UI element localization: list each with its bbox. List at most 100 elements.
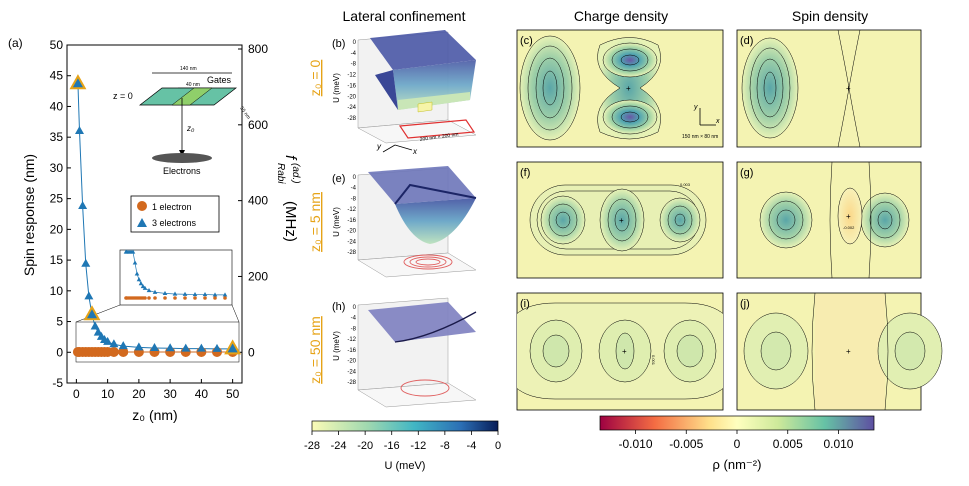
zoom-point-3-electrons (212, 292, 218, 297)
z-tick-label: -24 (347, 105, 356, 111)
left-tick-label: 30 (50, 161, 64, 175)
z-tick-label: -12 (347, 207, 356, 213)
electrons-disk (152, 153, 212, 163)
charge-axis-y: y (693, 104, 698, 111)
point-3-electrons (84, 291, 94, 300)
z-tick-label: -16 (347, 218, 356, 224)
z-tick-label: -20 (347, 359, 356, 365)
point-1-electron (118, 346, 129, 357)
panel-h-label: (h) (332, 301, 345, 313)
right-tick-label: 200 (248, 269, 268, 283)
panel-e: (e) 0 -4 -8 -12 -16 -20 -24 -28 U (meV) (332, 166, 477, 278)
point-3-electrons (150, 342, 159, 351)
z-tick-label: -28 (347, 250, 356, 256)
rho-colorbar-ticks: -0.010 -0.005 0 0.005 0.010 (619, 430, 854, 451)
row-label-z0-50nm: z₀ = 50 nm (307, 316, 323, 384)
z-tick-label: 0 (353, 40, 357, 46)
charge-density-title: Charge density (574, 8, 668, 24)
z-tick-label: -16 (347, 348, 356, 354)
panel-j-label: (j) (740, 298, 750, 310)
svg-text:+: + (619, 216, 624, 225)
x-axis-ticks: 0 10 20 30 40 50 (73, 379, 240, 401)
lateral-confinement-column: Lateral confinement z₀ = 0 z₀ = 5 nm z₀ … (304, 8, 501, 472)
z-tick-label: -20 (347, 94, 356, 100)
u-colorbar-tick-label: -28 (304, 440, 320, 452)
left-tick-label: 0 (56, 345, 63, 359)
x-tick-label: 0 (73, 387, 80, 401)
z-tick-label: -28 (347, 380, 356, 386)
panel-i-label: (i) (520, 298, 530, 310)
svg-text:+: + (622, 347, 627, 356)
point-3-electrons (103, 336, 113, 345)
electrons-label: Electrons (163, 166, 201, 176)
svg-text:+: + (846, 212, 851, 221)
z-tick-label: 0 (353, 175, 357, 181)
point-3-electrons (78, 201, 88, 210)
z-tick-label: -24 (347, 239, 356, 245)
point-3-electrons (118, 341, 128, 350)
rho-colorbar-tick-label: 0 (734, 437, 741, 451)
x-tick-label: 50 (226, 387, 240, 401)
rho-colorbar: -0.010 -0.005 0 0.005 0.010 ρ (nm⁻²) (599, 415, 875, 472)
point-3-electrons (109, 339, 119, 348)
left-tick-label: 10 (50, 284, 64, 298)
contour-label-i: 0.001 (651, 355, 656, 366)
panel-h: (h) 0 -4 -8 -12 -16 -20 -24 -28 U (meV) (332, 297, 477, 408)
left-tick-label: 50 (50, 38, 64, 52)
panel-g-label: (g) (740, 167, 753, 179)
panel-a-label: (a) (8, 36, 23, 50)
panel-i: + (i) 0.001 (516, 292, 724, 411)
legend-1-electron: 1 electron (152, 202, 192, 212)
zoom-point-3-electrons (202, 292, 208, 297)
y-axis-label: Spin response (nm) (21, 154, 37, 276)
contour-h (400, 379, 450, 397)
point-3-electrons (134, 342, 144, 351)
charge-axis-x: x (715, 118, 720, 125)
zoom-point-3-electrons (132, 260, 138, 265)
z-tick-label: -8 (351, 326, 357, 332)
left-tick-label: 45 (50, 69, 64, 83)
svg-text:+: + (846, 84, 851, 93)
lateral-confinement-title: Lateral confinement (343, 8, 466, 24)
rho-colorbar-tick-label: -0.005 (669, 437, 703, 451)
x-tick-label: 10 (101, 387, 115, 401)
panel-h-zlabel: U (meV) (332, 331, 341, 361)
zoom-point-1-electron (147, 296, 151, 300)
right-axis-ticks: 0 200 400 600 800 (238, 42, 268, 359)
zoom-point-3-electrons (152, 289, 158, 294)
contour-label-neg: -0.002 (843, 225, 855, 230)
left-tick-label: 40 (50, 99, 64, 113)
u-colorbar-ticks: -28 -24 -20 -16 -12 -8 -4 0 (304, 431, 501, 452)
x-tick-label: 40 (195, 387, 209, 401)
point-3-electrons (196, 343, 206, 352)
left-axis-ticks: -5 0 5 10 15 20 25 30 35 40 45 50 (50, 38, 71, 390)
right-tick-label: 0 (248, 345, 255, 359)
contour-e (403, 254, 453, 270)
row-label-z0-0: z₀ = 0 (307, 60, 323, 97)
panel-g: + -0.002 (g) (736, 161, 922, 279)
legend-3-electrons: 3 electrons (152, 218, 197, 228)
right-axis-sup: (ad.) (290, 163, 301, 184)
point-3-electrons (90, 321, 100, 330)
zoom-point-3-electrons (182, 291, 188, 296)
legend: 1 electron 3 electrons (130, 195, 220, 233)
rho-colorbar-tick-label: -0.010 (619, 437, 653, 451)
panel-f: + (f) 0.003 (516, 161, 724, 279)
zoom-point-1-electron (213, 296, 217, 300)
zoom-point-3-electrons (222, 292, 228, 297)
z-tick-label: -28 (347, 116, 356, 122)
panel-b: (b) 200 nm × 200 nm y x 0 -4 -8 -12 -16 -20 -2… (332, 30, 477, 156)
svg-text:+: + (846, 347, 851, 356)
axis-x-label: x (412, 147, 418, 156)
z-tick-label: -12 (347, 73, 356, 79)
surface-well-e (395, 198, 476, 244)
u-colorbar-tick-label: -16 (384, 440, 400, 452)
size-label: 200 nm × 200 nm (419, 132, 459, 143)
right-axis-f: f (282, 155, 299, 161)
gates-label: Gates (207, 75, 232, 85)
gate-schematic: 140 nm 40 nm Gates z = 0 55 nm z₀ Electr… (113, 66, 251, 176)
left-tick-label: 15 (50, 253, 64, 267)
point-3-electrons (75, 126, 84, 135)
